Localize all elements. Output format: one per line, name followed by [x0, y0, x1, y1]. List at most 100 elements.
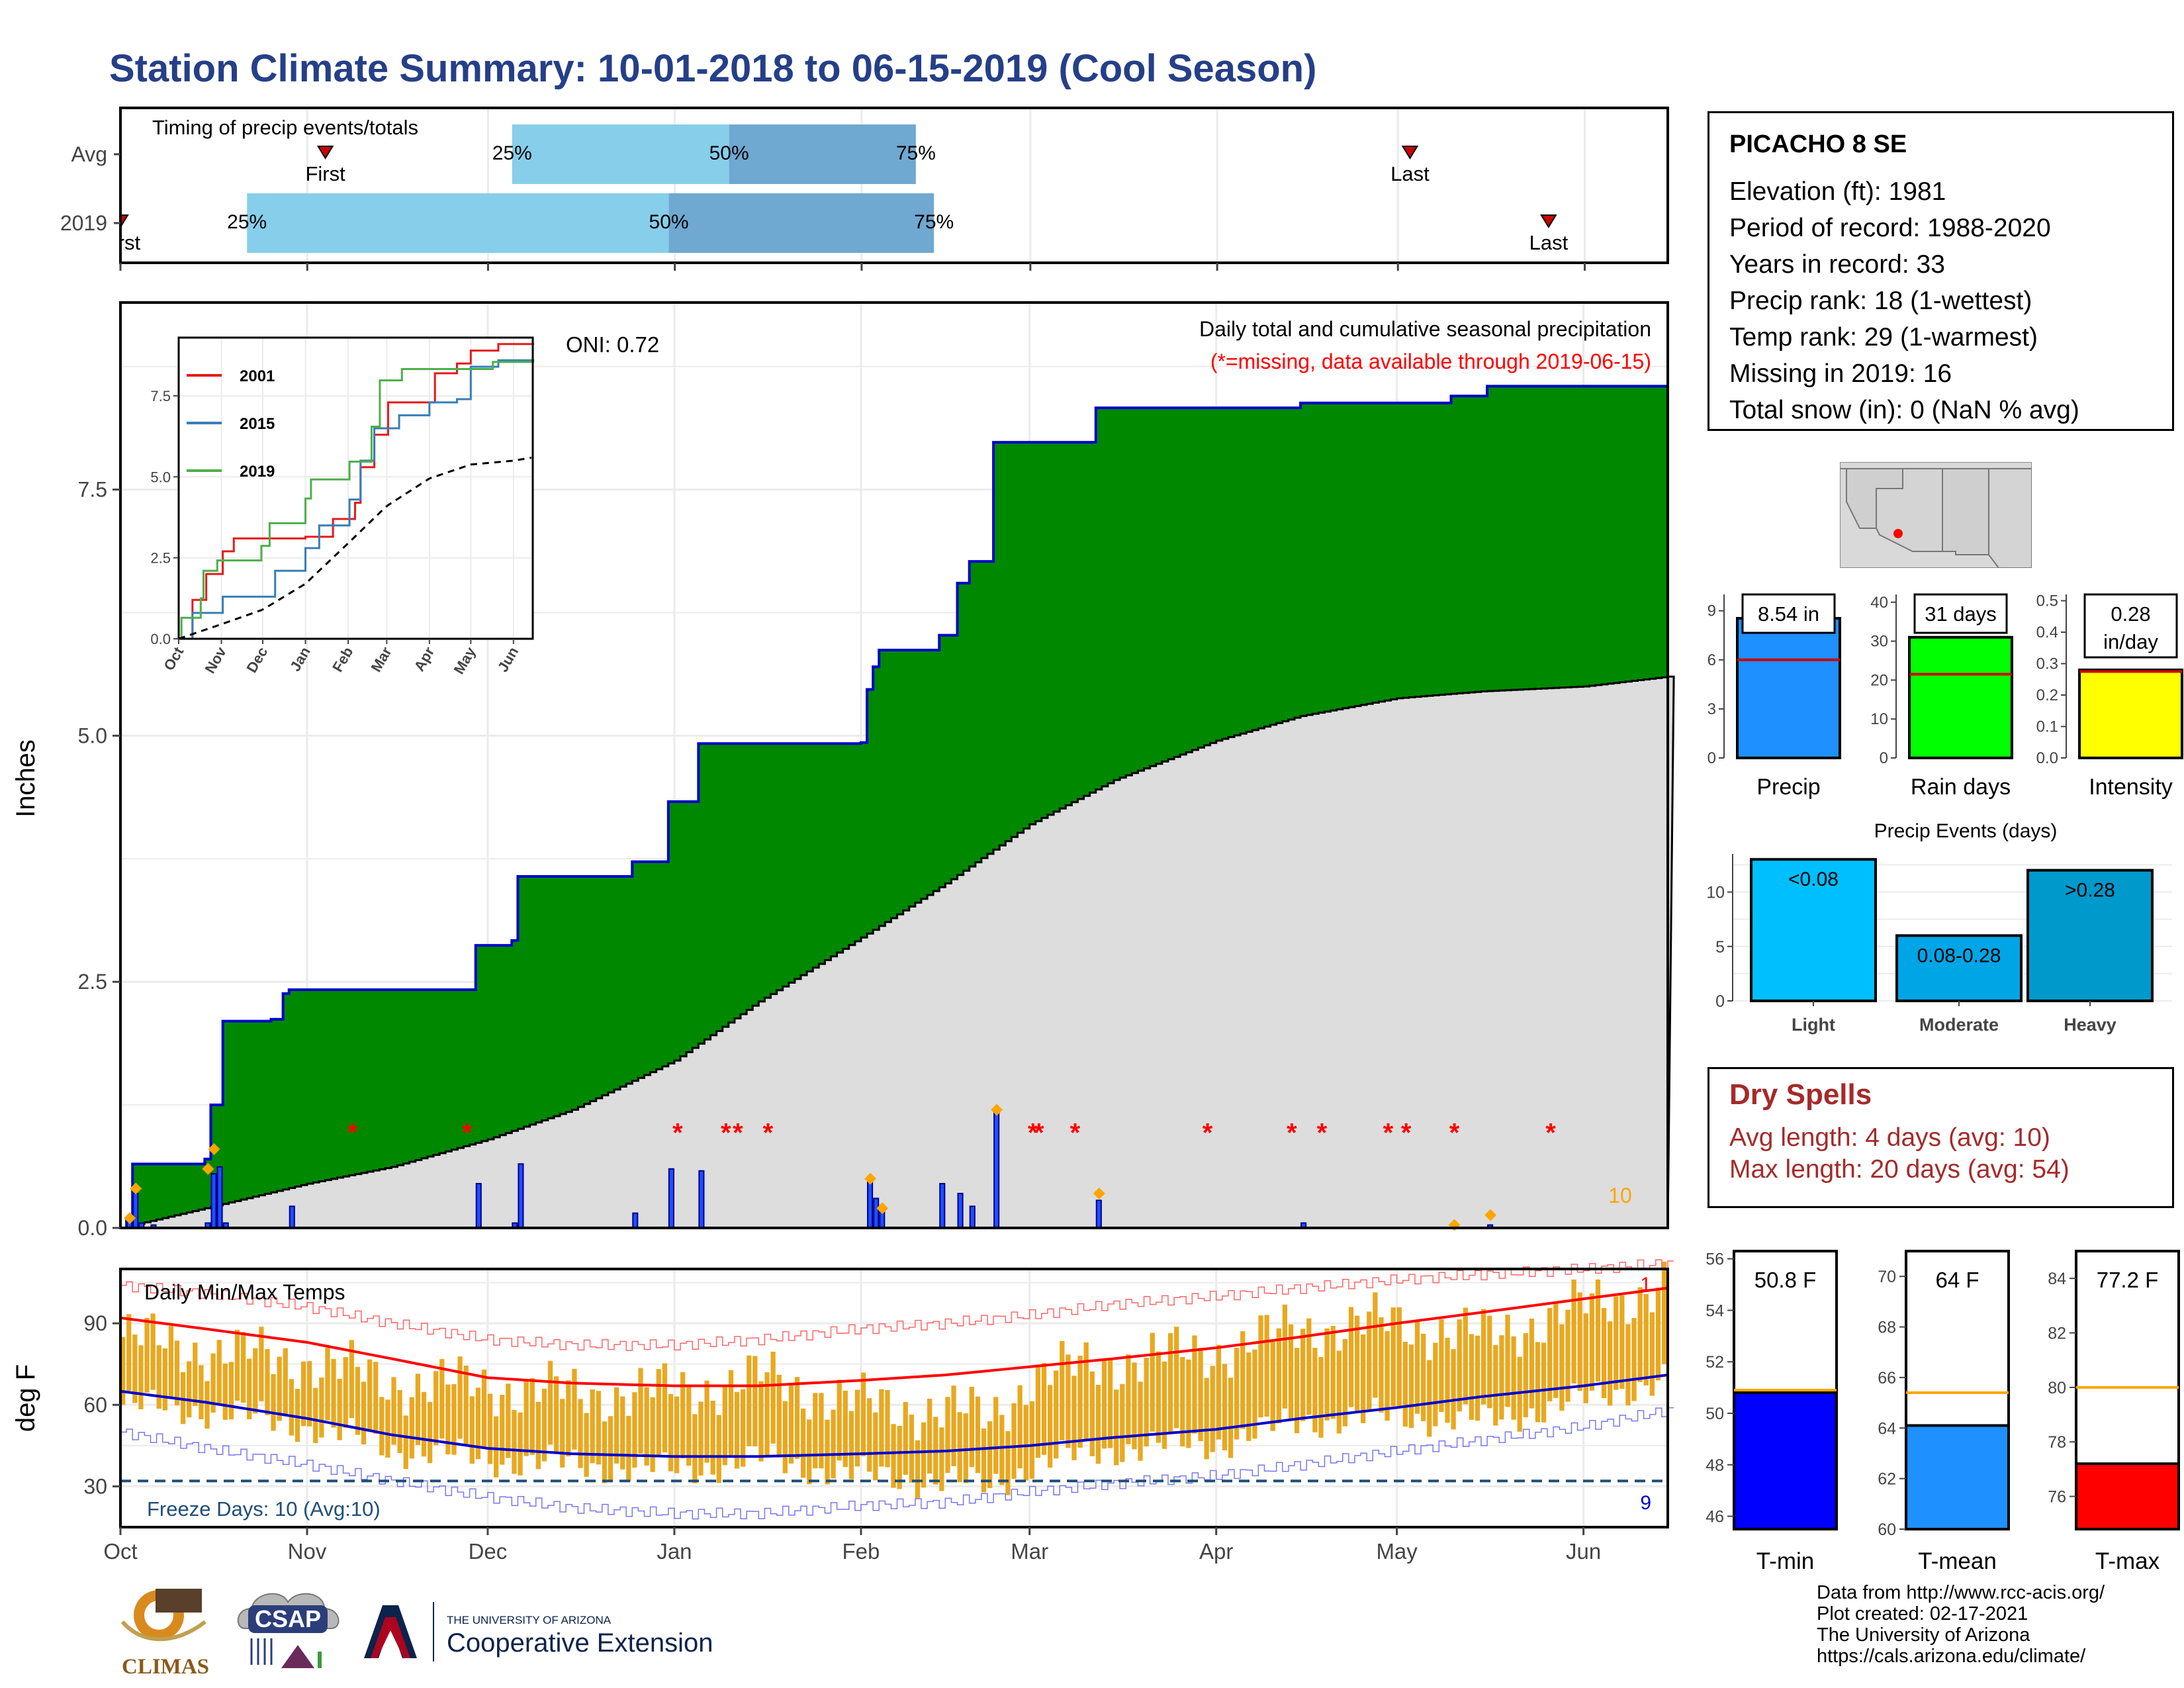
temp-summary-y-tick-label: 50 — [1706, 1405, 1724, 1423]
daily-temp-bar — [1342, 1338, 1348, 1427]
daily-temp-bar — [1300, 1329, 1306, 1421]
daily-temp-bar — [193, 1342, 198, 1406]
daily-temp-bar — [295, 1389, 300, 1442]
daily-precip-marker — [864, 1172, 877, 1185]
daily-temp-bar — [747, 1355, 752, 1446]
university-arizona-logo[interactable]: THE UNIVERSITY OF ARIZONA Cooperative Ex… — [357, 1599, 754, 1665]
summary-bar-2 — [2078, 669, 2183, 759]
temps-x-tick-label: Jan — [657, 1539, 692, 1564]
summary-category-label-0: Precip — [1756, 774, 1820, 800]
missing-day-marker: * — [1070, 1118, 1081, 1147]
summary-value-label-2: 0.28 — [2111, 602, 2150, 626]
daily-temp-bar — [1294, 1348, 1300, 1434]
daily-temp-bar — [1246, 1352, 1251, 1441]
daily-temp-bar — [1631, 1318, 1637, 1401]
summary-value-label-1: 31 days — [1925, 602, 1997, 626]
daily-temp-bar — [1511, 1336, 1516, 1420]
daily-temp-bar — [126, 1314, 132, 1391]
csap-logo[interactable]: CSAP — [232, 1582, 351, 1681]
daily-temp-bar — [927, 1398, 933, 1474]
timing-label-avg-q75: 75% — [896, 142, 936, 164]
precip-y-axis-label: Inches — [11, 739, 40, 818]
daily-precip-marker — [876, 1202, 889, 1215]
daily-temp-bar — [1126, 1354, 1131, 1444]
average-cumulative-precip-area — [120, 675, 1675, 1229]
daily-precip-bar — [210, 1173, 217, 1229]
timing-marker-avg-last — [1401, 146, 1419, 160]
precip-summary-bars: 0 3 6 9 8.54 in Precip 0 10 20 30 40 31 days Rain da… — [1707, 592, 2183, 800]
daily-precip-bar — [867, 1176, 874, 1229]
daily-temp-bar — [1089, 1371, 1095, 1456]
summary-y-tick-label: 3 — [1707, 700, 1716, 718]
daily-temp-bar — [325, 1348, 330, 1421]
temp-summary-y-tick-label: 70 — [1878, 1268, 1896, 1286]
daily-temp-bar — [602, 1421, 608, 1483]
daily-precip-bar — [1095, 1199, 1102, 1229]
daily-temp-bar — [1643, 1293, 1649, 1385]
daily-temp-bar — [1571, 1279, 1576, 1383]
daily-temp-bar — [734, 1391, 740, 1469]
temp-summary-y-tick-label: 56 — [1706, 1250, 1724, 1269]
oni-label: ONI: 0.72 — [566, 332, 659, 357]
precip-events-bar-moderate — [1895, 934, 2023, 1002]
daily-temp-bar — [1608, 1321, 1613, 1406]
summary-category-label-1: Rain days — [1911, 774, 2011, 800]
daily-temp-bar — [1120, 1383, 1125, 1462]
daily-temp-bar — [1138, 1382, 1143, 1461]
daily-temp-bar — [379, 1397, 385, 1456]
daily-temp-bar — [813, 1393, 818, 1469]
daily-temp-bar — [770, 1351, 776, 1444]
daily-precip-bar — [873, 1197, 880, 1229]
missing-day-marker: * — [347, 1118, 358, 1147]
daily-temp-bar — [1054, 1370, 1059, 1459]
daily-temp-bar — [1174, 1327, 1179, 1429]
inset-series-line-2015 — [179, 359, 535, 640]
daily-temp-bar — [728, 1370, 734, 1456]
daily-temp-bar — [1427, 1360, 1432, 1437]
daily-temp-bar — [1379, 1317, 1384, 1413]
ua-logo-big-text: Cooperative Extension — [447, 1628, 713, 1658]
daily-temp-bar — [277, 1356, 282, 1421]
daily-temp-bar — [1071, 1376, 1077, 1460]
inset-legend-label-2001: 2001 — [240, 367, 275, 385]
temps-x-tick-label: Apr — [1199, 1539, 1233, 1564]
inset-y-tick-label: 7.5 — [150, 388, 171, 404]
temps-x-tick-label: Jun — [1566, 1539, 1601, 1564]
daily-temp-bar — [903, 1401, 908, 1476]
daily-precip-bar — [132, 1192, 139, 1229]
station-snow: Total snow (in): 0 (NaN % avg) — [1729, 396, 2079, 424]
daily-temp-bar — [879, 1389, 884, 1467]
inset-frame — [177, 336, 534, 640]
daily-temp-bar — [1114, 1389, 1119, 1466]
daily-temp-bar — [1475, 1335, 1480, 1421]
temps-x-tick-label: Feb — [842, 1539, 880, 1564]
summary-y-tick-label: 0.3 — [2036, 655, 2058, 673]
daily-temp-bar — [385, 1399, 390, 1458]
daily-temp-bar — [1625, 1324, 1631, 1406]
daily-temp-bar — [1402, 1341, 1408, 1427]
temp-summary-y-tick-label: 64 — [1878, 1419, 1896, 1438]
daily-temp-bar — [1306, 1318, 1312, 1415]
daily-precip-bar — [216, 1166, 223, 1229]
daily-temp-bar — [1288, 1324, 1294, 1420]
daily-temp-bar — [547, 1360, 553, 1445]
daily-temp-bar — [1216, 1344, 1221, 1440]
daily-temp-bar — [758, 1381, 764, 1462]
daily-temp-bar — [1499, 1335, 1504, 1420]
summary-value-box-0 — [1741, 593, 1836, 634]
daily-temp-bar — [162, 1348, 167, 1411]
timing-marker-2019-last — [1540, 214, 1557, 228]
daily-temp-bar — [1649, 1312, 1655, 1396]
precip-events-category-1: Moderate — [1919, 1015, 1999, 1035]
record-tmin-line — [120, 1407, 1674, 1520]
daily-temp-bar — [939, 1427, 944, 1491]
climas-logo[interactable]: CLIMAS — [109, 1582, 222, 1681]
temp-summary-category-1: T-mean — [1918, 1548, 1997, 1574]
daily-temp-bar — [1553, 1303, 1559, 1398]
daily-precip-marker — [208, 1143, 220, 1156]
inset-average-line — [178, 456, 532, 640]
daily-temp-bar — [656, 1369, 661, 1456]
daily-temp-bar — [662, 1363, 668, 1453]
temp-summary-y-tick-label: 52 — [1706, 1353, 1724, 1372]
